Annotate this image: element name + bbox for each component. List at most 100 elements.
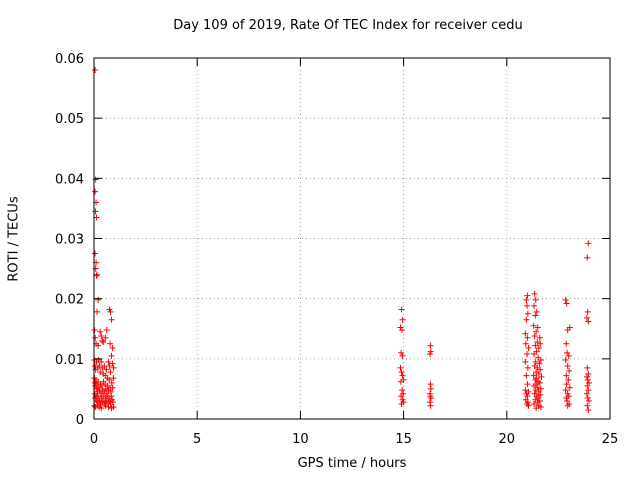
data-point <box>399 316 406 323</box>
data-point <box>106 363 113 370</box>
data-point <box>101 363 108 370</box>
data-point <box>584 364 591 371</box>
data-point <box>563 381 570 388</box>
y-tick-label: 0.03 <box>55 233 84 248</box>
data-point <box>95 342 102 349</box>
data-point <box>562 357 569 364</box>
data-point <box>524 302 531 309</box>
data-point <box>427 342 434 349</box>
data-point <box>563 300 570 307</box>
data-point <box>398 369 405 376</box>
data-point <box>532 342 539 349</box>
data-point <box>524 364 531 371</box>
y-tick-label: 0.06 <box>55 52 84 67</box>
data-point <box>536 334 543 341</box>
data-point <box>108 393 115 400</box>
data-point <box>427 402 434 409</box>
data-point <box>535 345 542 352</box>
data-point <box>537 403 544 410</box>
data-point <box>427 385 434 392</box>
data-point <box>398 393 405 400</box>
data-point <box>537 391 544 398</box>
y-axis-label: ROTI / TECUs <box>6 196 22 282</box>
data-point <box>97 369 104 376</box>
data-point <box>563 394 570 401</box>
data-point <box>427 394 434 401</box>
data-point <box>564 349 571 356</box>
data-point <box>566 324 573 331</box>
data-point <box>102 402 109 409</box>
data-point <box>566 367 573 374</box>
data-point <box>531 290 538 297</box>
data-point <box>524 310 531 317</box>
plot-frame <box>93 57 611 420</box>
data-point <box>109 345 116 352</box>
data-point <box>584 254 591 261</box>
x-tick-label: 25 <box>602 432 619 447</box>
data-point <box>523 296 530 303</box>
data-point <box>585 387 592 394</box>
data-point <box>98 405 105 412</box>
data-point <box>585 240 592 247</box>
data-point <box>562 387 569 394</box>
data-point <box>537 340 544 347</box>
data-point <box>532 387 539 394</box>
data-point <box>537 366 544 373</box>
data-point <box>399 387 406 394</box>
data-point <box>522 387 529 394</box>
data-point <box>535 388 542 395</box>
data-point <box>564 363 571 370</box>
data-point <box>585 379 592 386</box>
data-point <box>523 316 530 323</box>
data-point <box>534 399 541 406</box>
data-point <box>525 402 532 409</box>
data-point <box>398 326 405 333</box>
data-point <box>399 372 406 379</box>
data-point <box>397 378 404 385</box>
data-point <box>107 340 114 347</box>
y-tick-label: 0.02 <box>55 293 84 308</box>
data-point <box>110 364 117 371</box>
data-point <box>538 373 545 380</box>
data-point <box>109 384 116 391</box>
data-point <box>585 406 592 413</box>
data-point <box>94 308 101 315</box>
data-point <box>535 370 542 377</box>
data-point <box>563 340 570 347</box>
data-point <box>524 292 531 299</box>
data-point <box>95 296 102 303</box>
x-tick-label: 0 <box>90 432 98 447</box>
data-point <box>107 308 114 315</box>
data-point <box>584 394 591 401</box>
data-point <box>106 376 113 383</box>
data-point <box>531 351 538 358</box>
data-point <box>564 397 571 404</box>
data-point <box>531 382 538 389</box>
data-point <box>524 351 531 358</box>
chart-title: Day 109 of 2019, Rate Of TEC Index for r… <box>173 18 523 33</box>
data-point <box>583 314 590 321</box>
data-point <box>103 366 110 373</box>
data-point <box>92 188 99 195</box>
data-point <box>99 337 106 344</box>
y-tick-label: 0.04 <box>55 172 84 187</box>
data-point <box>584 402 591 409</box>
data-point <box>109 399 116 406</box>
data-point <box>525 345 532 352</box>
data-point <box>530 322 537 329</box>
data-point <box>102 334 109 341</box>
data-point <box>108 352 115 359</box>
data-point <box>532 296 539 303</box>
data-point <box>524 334 531 341</box>
data-point <box>94 271 101 278</box>
data-point <box>427 351 434 358</box>
data-point <box>565 352 572 359</box>
data-point <box>92 334 99 341</box>
x-axis-label: GPS time / hours <box>297 456 407 471</box>
data-point <box>523 372 530 379</box>
data-point <box>530 372 537 379</box>
data-point <box>103 326 110 333</box>
data-point <box>584 376 591 383</box>
x-tick-label: 20 <box>499 432 516 447</box>
